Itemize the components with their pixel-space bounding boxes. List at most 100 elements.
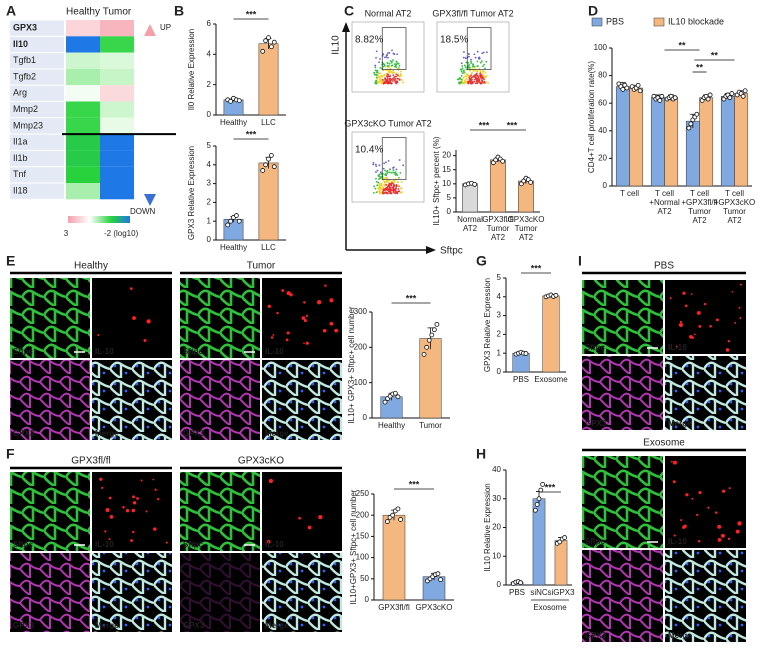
panel-label: G — [476, 253, 487, 269]
event-dot — [383, 73, 386, 76]
heat-cell — [100, 183, 134, 200]
stain-dot — [679, 320, 683, 324]
stain-dot — [301, 316, 306, 320]
panel-label: F — [6, 446, 15, 462]
image-tile — [92, 278, 172, 358]
y-tick-label: 2 — [207, 80, 212, 89]
x-tick-label: PBS — [513, 375, 529, 384]
y-axis-label: Il0 Relative Expression — [187, 29, 196, 110]
stain-dot — [129, 287, 133, 290]
event-dot — [382, 192, 385, 195]
gene-label-box — [10, 20, 64, 36]
channel-label: Sftpc — [183, 540, 204, 549]
data-point — [620, 87, 626, 92]
event-dot — [462, 69, 465, 72]
event-dot — [387, 73, 390, 76]
event-dot — [395, 63, 398, 66]
event-dot — [373, 191, 375, 194]
event-dot — [386, 61, 389, 64]
event-dot — [373, 185, 375, 188]
event-dot — [476, 82, 479, 85]
stain-dot — [108, 496, 112, 500]
event-dot — [479, 75, 481, 77]
event-dot — [478, 78, 481, 81]
y-tick-label: 20 — [492, 523, 501, 532]
event-dot — [390, 71, 393, 74]
event-dot — [397, 188, 400, 190]
event-dot — [374, 66, 377, 69]
data-point — [271, 39, 277, 45]
stain-dot — [276, 311, 279, 315]
event-dot — [392, 59, 394, 61]
stain-dot — [714, 511, 718, 514]
panel-label: I — [578, 253, 582, 269]
stain-dot — [683, 524, 687, 529]
y-tick-label: 30 — [492, 494, 501, 503]
y-tick-label: 0 — [447, 207, 452, 216]
event-dot — [386, 186, 389, 188]
event-dot — [460, 68, 463, 71]
arrow-head — [426, 246, 436, 254]
y-tick-label: 80 — [598, 71, 607, 80]
data-point — [657, 98, 663, 103]
x-tick-label: Tumor — [515, 224, 538, 233]
x-tick-label: siGPX3 — [547, 588, 575, 597]
y-tick-label: 300 — [354, 307, 368, 316]
stain — [665, 550, 746, 642]
event-dot — [463, 82, 466, 85]
event-dot — [396, 67, 399, 70]
heat-cell — [100, 68, 134, 86]
y-tick-label: 250 — [356, 489, 370, 498]
stain — [10, 360, 90, 440]
legend-swatch — [591, 17, 603, 27]
event-dot — [470, 74, 473, 77]
event-dot — [480, 79, 483, 82]
event-dot — [392, 186, 395, 189]
event-dot — [377, 181, 380, 184]
event-dot — [478, 56, 481, 59]
data-point — [271, 164, 277, 170]
x-tick-label: GPX3cKO — [416, 603, 453, 612]
event-dot — [467, 66, 470, 68]
stain-dot — [154, 488, 157, 491]
y-tick-label: 10 — [442, 179, 451, 188]
stain-dot — [697, 540, 701, 543]
event-dot — [382, 186, 384, 189]
y-tick-label: 20 — [442, 151, 451, 160]
y-axis-label: GPX3 Relative Expression — [483, 278, 492, 372]
event-dot — [457, 78, 460, 81]
event-dot — [461, 82, 464, 85]
data-point — [500, 158, 506, 164]
event-dot — [392, 80, 394, 82]
stain-dot — [727, 537, 731, 541]
event-dot — [384, 181, 387, 183]
heat-cell — [66, 166, 100, 183]
event-dot — [461, 67, 464, 70]
heat-cell — [100, 20, 134, 37]
event-dot — [383, 162, 385, 165]
y-tick-label: 5 — [497, 273, 502, 282]
significance-label: *** — [246, 9, 257, 19]
x-tick-label: T cell — [690, 189, 709, 198]
event-dot — [461, 72, 464, 75]
y-tick-label: 4 — [207, 49, 212, 58]
event-dot — [478, 58, 481, 60]
x-tick-label: LLC — [261, 118, 276, 127]
event-dot — [467, 75, 470, 78]
panel-label: C — [344, 3, 354, 19]
stain-dot — [721, 489, 726, 493]
event-dot — [402, 164, 405, 167]
event-dot — [458, 82, 461, 85]
data-point — [729, 91, 735, 96]
y-axis-label: IL10+GPX3+ Sftpc+ cell number — [349, 489, 358, 604]
event-dot — [464, 66, 467, 68]
gene-label: Mmp23 — [13, 120, 43, 130]
event-dot — [392, 191, 395, 194]
event-dot — [470, 82, 473, 85]
heat-cell — [66, 134, 100, 151]
event-dot — [470, 77, 472, 80]
data-point — [727, 95, 733, 101]
stain-dot — [734, 321, 737, 324]
event-dot — [383, 64, 386, 67]
stain-dot — [680, 519, 683, 522]
